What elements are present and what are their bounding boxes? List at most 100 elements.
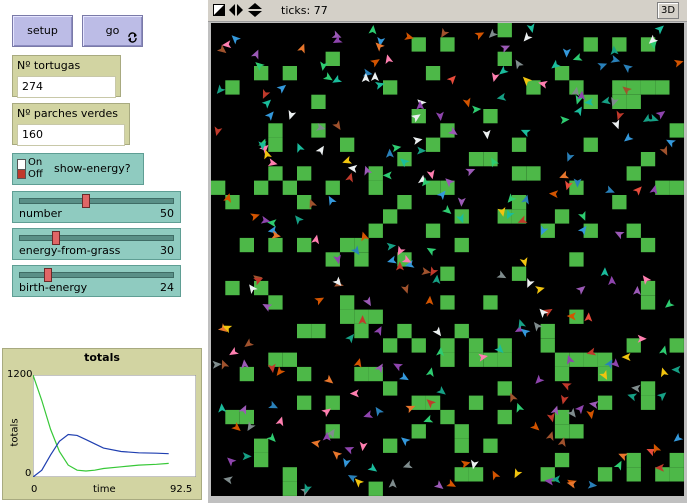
slider-groove[interactable] [19,235,174,241]
turtle [260,215,271,224]
grass-patch [325,180,340,195]
turtle [370,71,379,81]
turtle [542,308,553,317]
show-energy-switch[interactable]: On Off show-energy? [12,153,144,185]
grass-patch [640,395,656,410]
turtle [297,43,305,54]
grass-patch [626,338,641,353]
turtle [385,54,394,65]
slider-groove[interactable] [19,272,174,278]
turtle [276,84,287,94]
turtle [262,88,271,99]
turtle [557,437,566,447]
turtle [412,137,423,145]
slider-handle[interactable] [51,231,60,245]
turtle [655,463,665,472]
turtle [507,193,517,203]
turtle [229,346,239,356]
turtle [526,23,535,33]
grass-patch [640,381,656,396]
turtle [268,400,278,409]
turtle [264,149,272,160]
turtle [350,245,360,255]
go-button[interactable]: go [82,15,143,47]
turtle [426,399,436,409]
turtle [500,45,511,53]
turtle [614,231,625,240]
slider-handle[interactable] [81,194,90,208]
world-canvas[interactable] [211,23,684,496]
turtle [673,432,684,442]
grass-patch [211,180,226,195]
turtle [601,96,611,105]
grass-patch [282,481,297,496]
grass-patch [340,309,355,324]
turtle [221,359,230,370]
turtle [314,297,325,306]
turtle [618,453,629,461]
grass-patch [612,37,627,52]
turtle [665,298,675,308]
birth-energy-slider[interactable]: birth-energy 24 [12,265,181,297]
grass-patch [368,366,383,382]
grass-patch [425,137,441,152]
turtle [571,86,580,97]
setup-button[interactable]: setup [12,15,73,47]
number-slider[interactable]: number 50 [12,191,181,223]
turtle [375,42,385,52]
turtle [216,44,227,54]
turtle [253,277,264,286]
up-down-arrows-icon[interactable] [248,3,262,17]
grass-patch [297,166,312,181]
turtle [653,443,662,454]
resize-icon[interactable] [213,4,225,16]
left-right-arrows-icon[interactable] [229,4,243,16]
switch-thumb[interactable] [17,169,26,179]
turtle [214,126,223,137]
turtle [395,261,404,271]
3d-view-button[interactable]: 3D [657,2,679,19]
slider-name: birth-energy [19,281,88,294]
grass-patch [669,123,684,138]
setup-button-label: setup [27,24,58,37]
switch-name: show-energy? [54,162,131,175]
grass-patch [483,295,498,310]
turtle [311,440,321,448]
turtle [642,113,653,123]
grass-patch [569,309,584,324]
grass-patch [454,467,469,482]
grass-patch [440,266,455,281]
turtle [401,254,412,263]
turtle [457,197,466,207]
go-button-label: go [105,24,120,37]
view-toolbar: ticks: 77 3D [208,0,687,22]
grass-patch [669,338,684,353]
turtle [343,457,351,468]
turtle [212,360,222,369]
grass-patch [511,195,527,210]
turtle [322,72,333,81]
turtle [332,276,342,286]
slider-handle[interactable] [44,268,53,282]
grass-patch [383,438,398,453]
turtle [659,145,668,156]
grass-patch [554,424,570,439]
turtle [572,53,583,61]
grass-patch [383,80,398,95]
energy-from-grass-slider[interactable]: energy-from-grass 30 [12,228,181,260]
turtle [391,144,402,153]
turtle [288,109,297,120]
turtle [656,392,667,402]
slider-groove[interactable] [19,198,174,204]
turtle [333,254,341,265]
grass-patch [239,409,254,425]
plot-ymin-label: 0 [25,468,32,479]
turtle [527,278,535,288]
turtle [328,195,337,206]
grass-patch [282,467,297,482]
grass-patch [325,395,340,410]
grass-patch [225,80,240,95]
turtle [673,59,684,68]
grass-patch [297,195,312,210]
turtle [347,474,358,483]
